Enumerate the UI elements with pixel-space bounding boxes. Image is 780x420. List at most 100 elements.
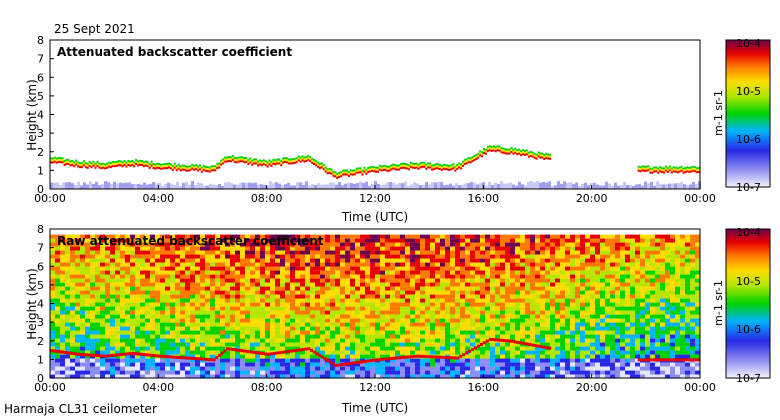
noise-cell bbox=[305, 274, 310, 279]
noise-cell bbox=[295, 334, 300, 339]
cloud-layer-edge bbox=[233, 157, 236, 160]
noise-cell bbox=[680, 238, 685, 243]
noise-cell bbox=[160, 254, 165, 259]
noise-cell bbox=[285, 282, 290, 287]
noise-cell bbox=[395, 346, 400, 351]
noise-cell bbox=[335, 270, 340, 275]
noise-cell bbox=[480, 262, 485, 267]
cloud-layer-core bbox=[664, 169, 667, 172]
surface-noise bbox=[62, 182, 65, 189]
noise-cell bbox=[660, 314, 665, 319]
noise-cell bbox=[110, 330, 115, 335]
noise-cell bbox=[70, 346, 75, 351]
noise-cell bbox=[285, 254, 290, 259]
noise-cell bbox=[220, 346, 225, 351]
surface-noise bbox=[470, 181, 473, 189]
noise-cell bbox=[165, 342, 170, 347]
noise-cell bbox=[95, 334, 100, 339]
noise-cell bbox=[410, 298, 415, 303]
noise-cell bbox=[285, 278, 290, 283]
noise-cell bbox=[140, 350, 145, 355]
surface-noise bbox=[446, 184, 449, 189]
noise-cell bbox=[685, 302, 690, 307]
noise-cell bbox=[150, 294, 155, 299]
noise-cell bbox=[105, 334, 110, 339]
noise-cell bbox=[585, 306, 590, 311]
noise-cell bbox=[655, 334, 660, 339]
noise-cell bbox=[195, 234, 200, 239]
noise-cell bbox=[550, 258, 555, 263]
noise-cell bbox=[400, 350, 405, 355]
noise-cell bbox=[125, 290, 130, 295]
noise-cell bbox=[525, 246, 530, 251]
noise-cell bbox=[480, 246, 485, 251]
noise-cell bbox=[685, 318, 690, 323]
noise-cell bbox=[460, 258, 465, 263]
noise-cell bbox=[100, 282, 105, 287]
noise-cell bbox=[380, 350, 385, 355]
cloud-layer-edge bbox=[427, 162, 430, 165]
noise-cell bbox=[380, 306, 385, 311]
cloud-layer-mark bbox=[456, 165, 459, 168]
noise-cell bbox=[85, 234, 90, 239]
noise-cell bbox=[115, 294, 120, 299]
noise-cell bbox=[510, 314, 515, 319]
noise-cell bbox=[230, 242, 235, 247]
noise-cell bbox=[410, 342, 415, 347]
noise-cell bbox=[340, 254, 345, 259]
noise-cell bbox=[115, 262, 120, 267]
noise-cell bbox=[55, 234, 60, 239]
cloud-layer-mark bbox=[284, 159, 287, 162]
cloud-layer-edge bbox=[111, 161, 114, 164]
noise-cell bbox=[270, 242, 275, 247]
noise-cell bbox=[100, 310, 105, 315]
cloud-layer-core bbox=[197, 169, 200, 172]
noise-cell bbox=[240, 338, 245, 343]
noise-cell bbox=[110, 294, 115, 299]
noise-cell bbox=[100, 298, 105, 303]
noise-cell bbox=[280, 342, 285, 347]
noise-cell bbox=[610, 306, 615, 311]
cloud-layer-core bbox=[688, 171, 691, 174]
cloud-layer-mark bbox=[522, 151, 525, 154]
noise-cell bbox=[50, 302, 55, 307]
noise-cell bbox=[195, 262, 200, 267]
noise-cell bbox=[180, 250, 185, 255]
noise-cell bbox=[65, 254, 70, 259]
noise-cell bbox=[535, 254, 540, 259]
noise-cell bbox=[285, 286, 290, 291]
noise-cell bbox=[695, 290, 700, 295]
noise-cell bbox=[645, 334, 650, 339]
cloud-layer-core bbox=[291, 162, 294, 165]
cloud-layer-core bbox=[682, 171, 685, 174]
cloud-layer-core bbox=[419, 166, 422, 169]
noise-cell bbox=[215, 238, 220, 243]
noise-cell bbox=[90, 306, 95, 311]
noise-cell bbox=[100, 242, 105, 247]
noise-cell bbox=[140, 250, 145, 255]
noise-cell bbox=[145, 294, 150, 299]
noise-cell bbox=[690, 282, 695, 287]
noise-cell bbox=[360, 298, 365, 303]
noise-cell bbox=[510, 342, 515, 347]
cloud-layer-mark bbox=[680, 167, 683, 170]
cloud-layer-core bbox=[326, 172, 329, 175]
noise-cell bbox=[545, 326, 550, 331]
noise-cell bbox=[60, 258, 65, 263]
cloud-layer-mark bbox=[506, 150, 509, 153]
noise-cell bbox=[70, 326, 75, 331]
noise-cell bbox=[650, 314, 655, 319]
noise-cell bbox=[405, 346, 410, 351]
noise-cell bbox=[590, 342, 595, 347]
noise-cell bbox=[280, 302, 285, 307]
noise-cell bbox=[100, 342, 105, 347]
noise-cell bbox=[245, 274, 250, 279]
noise-cell bbox=[625, 238, 630, 243]
noise-cell bbox=[85, 274, 90, 279]
noise-cell bbox=[530, 310, 535, 315]
noise-cell bbox=[530, 318, 535, 323]
noise-cell bbox=[495, 250, 500, 255]
noise-cell bbox=[295, 234, 300, 239]
noise-cell bbox=[375, 310, 380, 315]
noise-cell bbox=[590, 270, 595, 275]
